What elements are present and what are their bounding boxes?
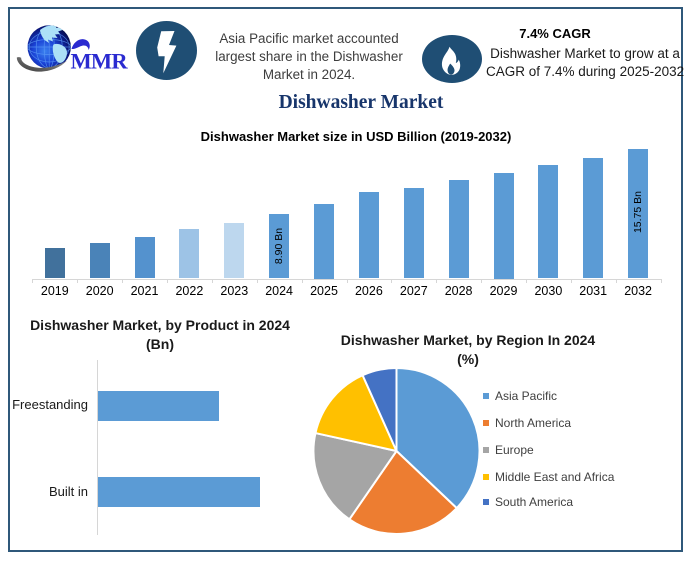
svg-text:MMR: MMR (71, 49, 129, 74)
